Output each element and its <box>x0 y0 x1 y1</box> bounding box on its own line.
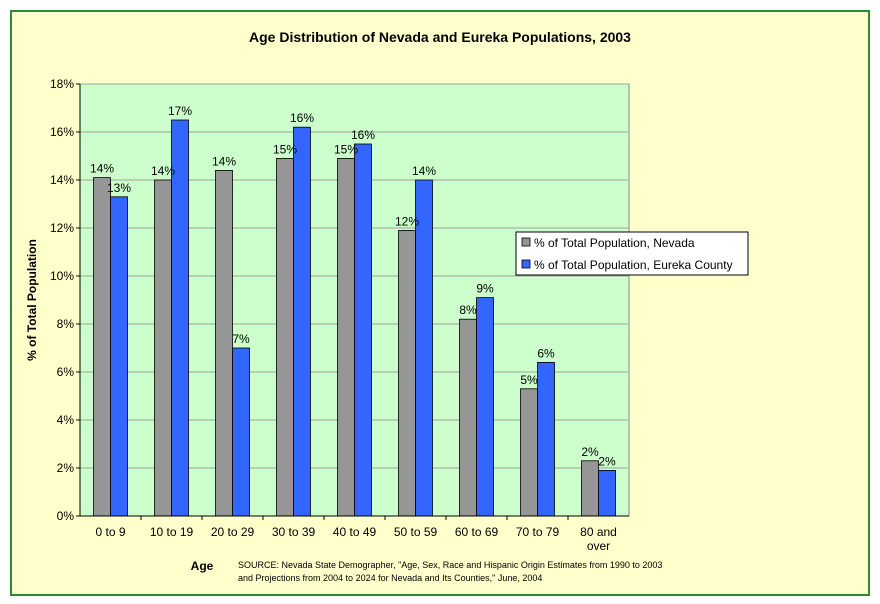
data-label-eureka: 16% <box>351 128 375 142</box>
data-label-eureka: 7% <box>232 332 250 346</box>
x-tick-label: 30 to 39 <box>272 525 316 539</box>
data-label-nevada: 15% <box>273 142 297 156</box>
legend-box <box>515 231 749 276</box>
bar-eureka <box>232 347 250 517</box>
x-tick-label: 20 to 29 <box>211 525 255 539</box>
legend-swatch-nevada <box>521 237 531 247</box>
bar-eureka <box>598 469 616 517</box>
bar-nevada <box>520 388 538 517</box>
legend-label-eureka: % of Total Population, Eureka County <box>534 258 733 272</box>
source-note-line-2: and Projections from 2004 to 2024 for Ne… <box>238 573 542 583</box>
data-label-nevada: 14% <box>90 162 114 176</box>
data-labels: 14%13%14%17%14%7%15%16%15%16%12%14%8%9%5… <box>90 104 616 468</box>
x-tick-label: 70 to 79 <box>516 525 560 539</box>
bar-eureka <box>293 126 311 517</box>
data-label-nevada: 5% <box>520 373 538 387</box>
bar-nevada <box>581 460 599 517</box>
bar-nevada <box>337 157 355 517</box>
data-label-eureka: 17% <box>168 104 192 118</box>
y-tick-label: 2% <box>57 461 75 475</box>
y-tick-label: 0% <box>57 509 75 523</box>
bar-nevada <box>276 157 294 517</box>
data-label-nevada: 15% <box>334 142 358 156</box>
bar-nevada <box>154 179 172 517</box>
data-label-eureka: 2% <box>598 454 616 468</box>
bar-eureka <box>415 179 433 517</box>
data-label-nevada: 14% <box>151 164 175 178</box>
legend-swatch-eureka <box>521 259 531 269</box>
bar-chart: Age Distribution of Nevada and Eureka Po… <box>25 29 749 583</box>
bars <box>93 119 616 517</box>
x-tick-label: 10 to 19 <box>150 525 194 539</box>
data-label-nevada: 8% <box>459 303 477 317</box>
data-label-eureka: 14% <box>412 164 436 178</box>
y-tick-label: 4% <box>57 413 75 427</box>
bar-eureka <box>110 196 128 517</box>
y-tick-label: 8% <box>57 317 75 331</box>
y-tick-label: 12% <box>50 221 74 235</box>
data-label-nevada: 12% <box>395 214 419 228</box>
bar-eureka <box>171 119 189 517</box>
x-tick-label: 80 and over <box>580 525 617 553</box>
y-tick-label: 14% <box>50 173 74 187</box>
data-label-nevada: 2% <box>581 445 599 459</box>
bar-eureka <box>476 297 494 517</box>
y-tick-label: 18% <box>50 77 74 91</box>
y-tick-labels: 0% 2% 4% 6% 8% 10% 12% 14% 16% 18% <box>50 77 80 523</box>
y-tick-label: 10% <box>50 269 74 283</box>
bar-eureka <box>537 361 555 517</box>
data-label-nevada: 14% <box>212 154 236 168</box>
bar-nevada <box>398 229 416 517</box>
legend-label-nevada: % of Total Population, Nevada <box>534 236 695 250</box>
data-label-eureka: 9% <box>476 282 494 296</box>
data-label-eureka: 6% <box>537 346 555 360</box>
x-tick-labels: 0 to 9 10 to 19 20 to 29 30 to 39 40 to 49 50… <box>95 516 617 553</box>
x-tick-label: 60 to 69 <box>455 525 499 539</box>
y-tick-label: 16% <box>50 125 74 139</box>
data-label-eureka: 16% <box>290 111 314 125</box>
chart-title: Age Distribution of Nevada and Eureka Po… <box>249 29 631 45</box>
y-axis-title: % of Total Population <box>25 239 39 361</box>
bar-nevada <box>215 169 233 517</box>
bar-nevada <box>93 177 111 517</box>
x-tick-label: 50 to 59 <box>394 525 438 539</box>
y-tick-label: 6% <box>57 365 75 379</box>
data-label-eureka: 13% <box>107 181 131 195</box>
bar-eureka <box>354 143 372 517</box>
x-tick-label: 0 to 9 <box>95 525 125 539</box>
x-tick-label: 40 to 49 <box>333 525 377 539</box>
bar-nevada <box>459 318 477 517</box>
legend: % of Total Population, Nevada % of Total… <box>515 231 749 276</box>
source-note-line-1: SOURCE: Nevada State Demographer, "Age, … <box>238 560 662 570</box>
chart-frame: Age Distribution of Nevada and Eureka Po… <box>10 10 870 596</box>
x-axis-title: Age <box>191 559 214 573</box>
